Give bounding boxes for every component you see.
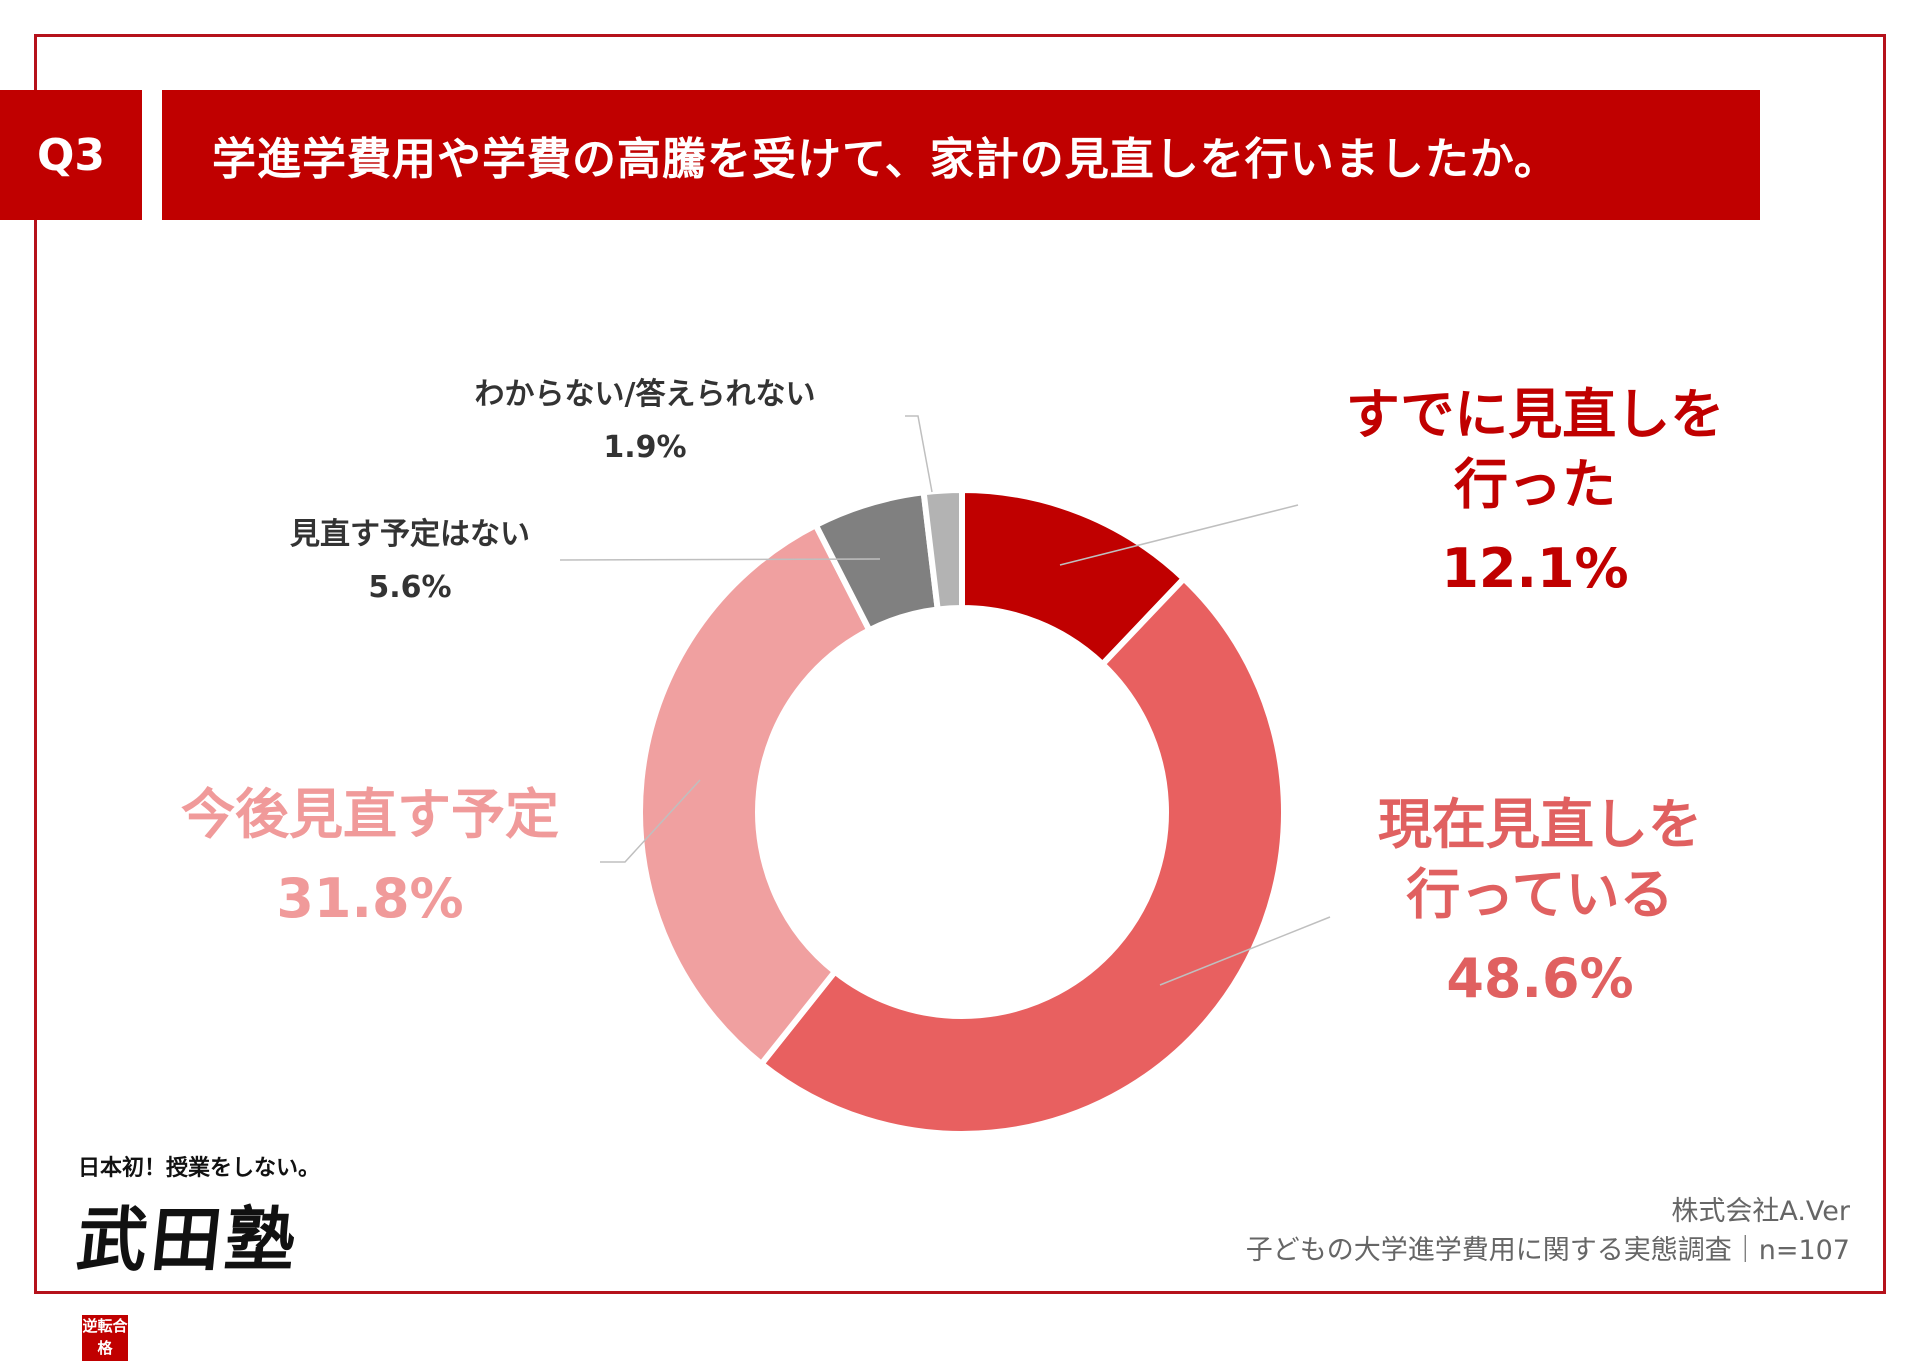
leader-line: [559, 558, 881, 561]
slide-frame: [34, 34, 1886, 1294]
slice-label: 現在見直しを 行っている 48.6%: [1310, 790, 1770, 1015]
donut-slice: [757, 574, 1287, 1137]
logo-tagline: 日本初！授業をしない。: [78, 1155, 321, 1181]
donut-slice: [920, 486, 965, 613]
slice-label: 見直す予定はない 5.6%: [190, 515, 630, 607]
slice-label: すでに見直しを 行った 12.1%: [1305, 380, 1765, 605]
logo-seal: 逆転合格: [82, 1315, 128, 1361]
slice-value-label: 31.8%: [276, 867, 464, 931]
takeda-juku-logo: 日本初！授業をしない。 武田塾逆転合格: [73, 1150, 338, 1361]
leader-line: [905, 415, 933, 493]
slice-value-label: 5.6%: [368, 570, 452, 605]
slice-label-text: 行った: [1454, 453, 1616, 517]
slice-label-text: わからない/答えられない: [474, 377, 816, 412]
logo-name: 武田塾: [73, 1198, 304, 1281]
slice-label: わからない/答えられない 1.9%: [425, 375, 865, 467]
leader-line: [1159, 916, 1331, 986]
slice-label-text: 行っている: [1406, 863, 1674, 927]
question-title: 学進学費用や学費の高騰を受けて、家計の見直しを行いましたか。: [162, 90, 1760, 220]
source-footer: 株式会社A.Ver 子どもの大学進学費用に関する実態調査｜n=107: [1246, 1192, 1850, 1270]
slice-label: 今後見直す予定 31.8%: [140, 780, 600, 934]
leader-line: [600, 779, 701, 863]
slice-label-text: 今後見直す予定: [181, 783, 559, 846]
leader-line: [1059, 504, 1299, 566]
donut-slice: [637, 521, 874, 1069]
slice-value-label: 1.9%: [603, 430, 687, 465]
question-number-badge: Q3: [0, 90, 142, 220]
slice-label-text: 見直す予定はない: [290, 517, 530, 552]
slice-label-text: 現在見直しを: [1378, 793, 1702, 856]
slice-value-label: 48.6%: [1446, 947, 1634, 1011]
footer-company: 株式会社A.Ver: [1671, 1196, 1850, 1227]
slice-value-label: 12.1%: [1441, 537, 1629, 601]
footer-survey: 子どもの大学進学費用に関する実態調査｜n=107: [1245, 1235, 1850, 1267]
donut-chart: [559, 415, 1331, 1137]
slice-label-text: すでに見直しを: [1345, 383, 1725, 446]
